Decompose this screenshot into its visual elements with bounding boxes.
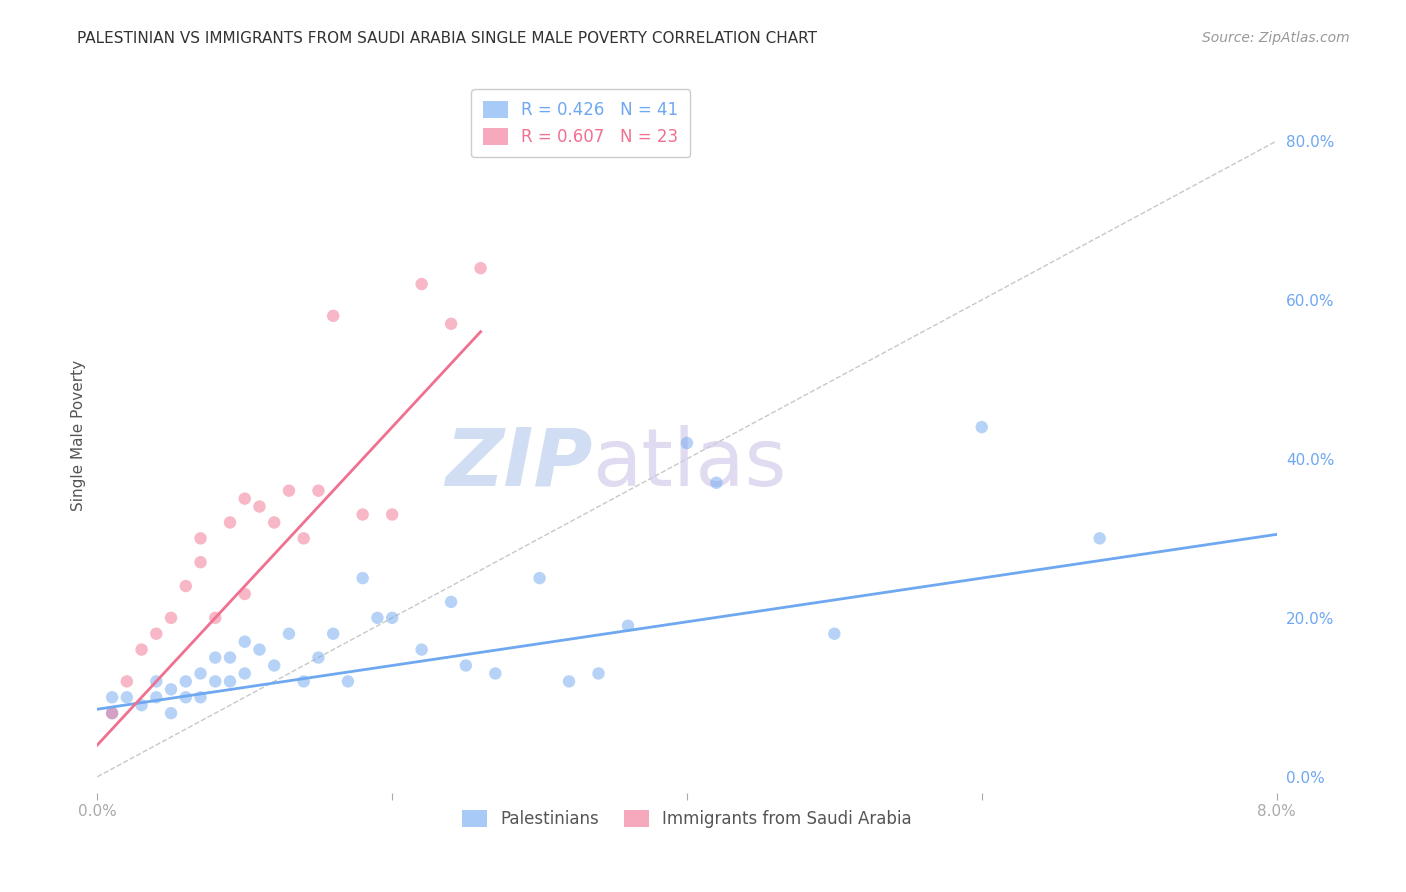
Point <box>617 619 640 633</box>
Point <box>190 690 212 705</box>
Point <box>292 532 315 546</box>
Point <box>204 611 226 625</box>
Point <box>322 626 344 640</box>
Point <box>411 642 433 657</box>
Point <box>352 571 374 585</box>
Point <box>190 532 212 546</box>
Point <box>454 658 477 673</box>
Point <box>219 650 242 665</box>
Point <box>440 595 463 609</box>
Point <box>529 571 551 585</box>
Point <box>233 634 256 648</box>
Point <box>366 611 388 625</box>
Point <box>160 611 183 625</box>
Point <box>249 500 271 514</box>
Text: atlas: atlas <box>592 425 787 503</box>
Point <box>204 650 226 665</box>
Point <box>101 706 124 721</box>
Point <box>190 555 212 569</box>
Point <box>970 420 993 434</box>
Point <box>115 690 138 705</box>
Point <box>160 682 183 697</box>
Point <box>292 674 315 689</box>
Y-axis label: Single Male Poverty: Single Male Poverty <box>72 359 86 510</box>
Point <box>233 666 256 681</box>
Point <box>174 579 197 593</box>
Point <box>470 261 492 276</box>
Point <box>219 516 242 530</box>
Text: ZIP: ZIP <box>446 425 592 503</box>
Point <box>233 491 256 506</box>
Point <box>484 666 506 681</box>
Point <box>219 674 242 689</box>
Point <box>145 674 167 689</box>
Point <box>131 642 153 657</box>
Point <box>174 690 197 705</box>
Point <box>160 706 183 721</box>
Point <box>411 277 433 291</box>
Point <box>676 436 699 450</box>
Point <box>190 666 212 681</box>
Point <box>145 690 167 705</box>
Point <box>174 674 197 689</box>
Point <box>1088 532 1111 546</box>
Point <box>352 508 374 522</box>
Point <box>440 317 463 331</box>
Point <box>381 611 404 625</box>
Text: PALESTINIAN VS IMMIGRANTS FROM SAUDI ARABIA SINGLE MALE POVERTY CORRELATION CHAR: PALESTINIAN VS IMMIGRANTS FROM SAUDI ARA… <box>77 31 817 46</box>
Point <box>249 642 271 657</box>
Point <box>263 516 285 530</box>
Point <box>278 626 301 640</box>
Point <box>706 475 728 490</box>
Point <box>322 309 344 323</box>
Point <box>307 483 329 498</box>
Point <box>278 483 301 498</box>
Point <box>823 626 845 640</box>
Point <box>101 706 124 721</box>
Point <box>131 698 153 713</box>
Legend: Palestinians, Immigrants from Saudi Arabia: Palestinians, Immigrants from Saudi Arab… <box>456 803 918 834</box>
Point <box>558 674 581 689</box>
Point <box>145 626 167 640</box>
Point <box>307 650 329 665</box>
Point <box>233 587 256 601</box>
Point <box>101 690 124 705</box>
Point <box>115 674 138 689</box>
Point <box>381 508 404 522</box>
Point <box>263 658 285 673</box>
Point <box>204 674 226 689</box>
Point <box>588 666 610 681</box>
Point <box>336 674 359 689</box>
Text: Source: ZipAtlas.com: Source: ZipAtlas.com <box>1202 31 1350 45</box>
